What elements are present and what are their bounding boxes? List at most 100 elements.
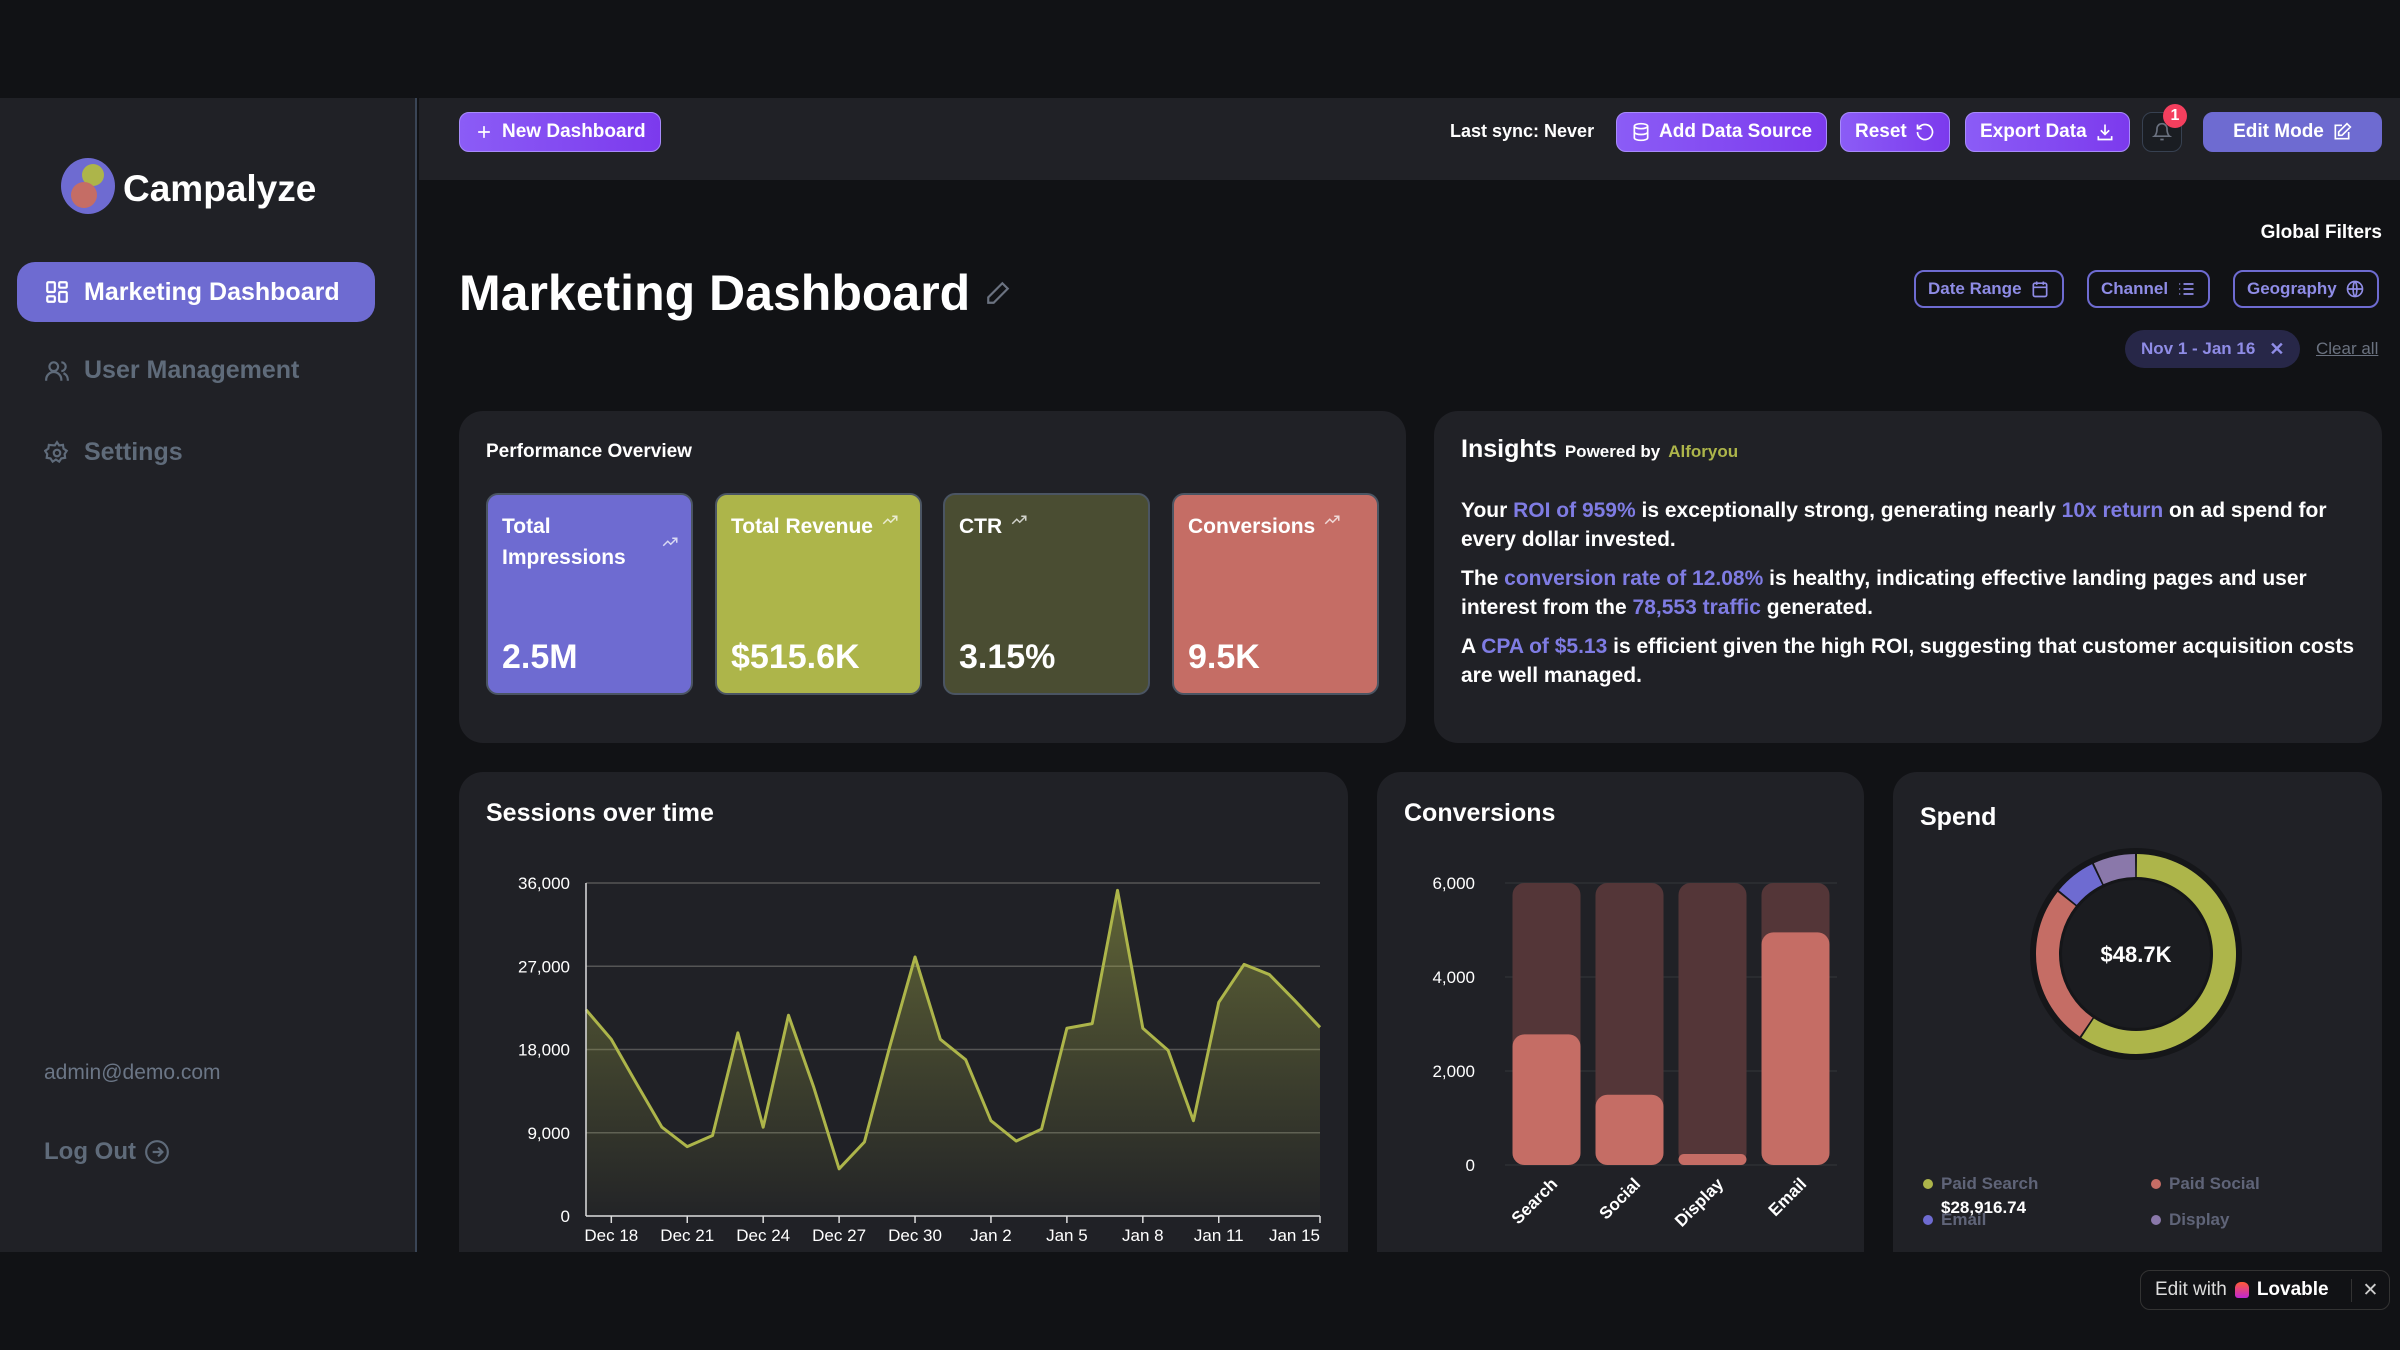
insight-text: is efficient given the high ROI, suggest… bbox=[1461, 635, 2355, 687]
edit-mode-label: Edit Mode bbox=[2233, 121, 2324, 142]
x-tick-label: Dec 24 bbox=[736, 1226, 790, 1245]
spend-chart-card: Spend $48.7K Paid Search $28,916.74 Paid … bbox=[1893, 772, 2382, 1292]
bar-social bbox=[1595, 1094, 1664, 1165]
user-email: admin@demo.com bbox=[44, 1061, 221, 1084]
grid-icon bbox=[46, 281, 68, 303]
y-tick-label: 36,000 bbox=[518, 874, 570, 893]
globe-icon bbox=[2346, 280, 2364, 298]
insight-highlight: conversion rate of 12.08% bbox=[1504, 567, 1764, 590]
badge-brand: Lovable bbox=[2256, 1279, 2329, 1300]
donut-slice-paid-search bbox=[2081, 854, 2236, 1054]
bar-background bbox=[1595, 883, 1664, 1165]
channel-label: Channel bbox=[2101, 279, 2169, 298]
reset-label: Reset bbox=[1855, 121, 1907, 142]
kpi-value: 2.5M bbox=[502, 638, 578, 676]
trend-up-icon bbox=[662, 537, 678, 547]
sessions-chart-title: Sessions over time bbox=[486, 799, 714, 827]
add-data-source-button[interactable]: Add Data Source bbox=[1616, 112, 1828, 152]
legend-item: Paid Search bbox=[1923, 1174, 2038, 1194]
channel-filter-button[interactable]: Channel bbox=[2087, 270, 2211, 308]
insight-text: is healthy, indicating effective landing… bbox=[1461, 567, 2307, 619]
reset-button[interactable]: Reset bbox=[1840, 112, 1950, 152]
app-name: Campalyze bbox=[123, 168, 317, 209]
legend-dot bbox=[1923, 1179, 1933, 1189]
y-tick-label: 6,000 bbox=[1432, 874, 1475, 893]
sessions-area bbox=[586, 890, 1320, 1216]
kpi-card[interactable]: Conversions 9.5K bbox=[1172, 493, 1379, 695]
clear-all-filters-link[interactable]: Clear all bbox=[2316, 339, 2379, 358]
list-icon bbox=[2179, 283, 2194, 295]
active-filter-chip: Nov 1 - Jan 16 ✕ bbox=[2125, 330, 2301, 368]
legend-dot bbox=[2151, 1179, 2161, 1189]
x-tick-label: Email bbox=[1765, 1174, 1811, 1220]
global-filters-heading: Global Filters bbox=[2260, 222, 2382, 243]
logo-icon bbox=[60, 158, 116, 214]
sidebar-item-label: Marketing Dashboard bbox=[84, 277, 340, 306]
geography-filter-button[interactable]: Geography bbox=[2233, 270, 2379, 308]
bottom-letterbox bbox=[0, 1252, 2400, 1350]
edit-mode-button[interactable]: Edit Mode bbox=[2203, 112, 2382, 152]
x-tick-label: Dec 30 bbox=[888, 1226, 942, 1245]
edit-title-pencil-icon[interactable] bbox=[985, 280, 1011, 306]
legend-dot bbox=[2151, 1215, 2161, 1225]
insight-text: on ad spend for every dollar invested. bbox=[1461, 499, 2327, 551]
kpi-value: $515.6K bbox=[731, 638, 860, 676]
trend-up-icon bbox=[1324, 515, 1340, 525]
y-tick-label: 4,000 bbox=[1432, 968, 1475, 987]
trend-up-icon bbox=[882, 515, 898, 525]
x-tick-label: Dec 27 bbox=[812, 1226, 866, 1245]
insight-text: is exceptionally strong, generating near… bbox=[1635, 499, 2062, 522]
x-tick-label: Jan 2 bbox=[970, 1226, 1012, 1245]
bar-email bbox=[1761, 932, 1830, 1165]
spend-chart-title: Spend bbox=[1920, 803, 1997, 831]
edit-with-lovable-badge[interactable]: Edit with Lovable ✕ bbox=[2140, 1270, 2390, 1310]
bar-background bbox=[1678, 883, 1747, 1165]
legend-label: Paid Social bbox=[2169, 1174, 2260, 1193]
y-tick-label: 0 bbox=[561, 1207, 570, 1226]
legend-label: Display bbox=[2169, 1210, 2230, 1229]
export-data-label: Export Data bbox=[1980, 121, 2087, 142]
date-range-label: Date Range bbox=[1928, 279, 2022, 298]
date-range-filter-button[interactable]: Date Range bbox=[1914, 270, 2064, 308]
reset-icon bbox=[1916, 123, 1934, 141]
donut-slice-email bbox=[2058, 864, 2103, 905]
insight-text: A bbox=[1461, 635, 1482, 658]
y-tick-label: 0 bbox=[1466, 1156, 1475, 1175]
y-tick-label: 9,000 bbox=[527, 1124, 570, 1143]
plus-icon bbox=[478, 126, 490, 138]
sessions-area-chart: 0 9,000 18,000 27,000 36,000 Dec 18 Dec 21 Dec … bbox=[518, 874, 1322, 1245]
kpi-card[interactable]: CTR 3.15% bbox=[943, 493, 1150, 695]
kpi-label: Conversions bbox=[1188, 515, 1316, 538]
edit-icon bbox=[2334, 122, 2352, 140]
geography-label: Geography bbox=[2247, 279, 2337, 298]
insights-title: Insights bbox=[1461, 435, 1557, 463]
kpi-value: 9.5K bbox=[1188, 638, 1260, 676]
insight-highlight: ROI of 959% bbox=[1513, 499, 1636, 522]
insight-text: The bbox=[1461, 567, 1505, 590]
new-dashboard-button[interactable]: New Dashboard bbox=[459, 112, 661, 152]
legend-item: Display bbox=[2151, 1210, 2229, 1230]
sessions-line bbox=[584, 888, 1322, 1171]
legend-label: Paid Search bbox=[1941, 1174, 2039, 1193]
lovable-heart-icon bbox=[2234, 1282, 2249, 1298]
y-tick-label: 2,000 bbox=[1432, 1062, 1475, 1081]
remove-filter-close-icon[interactable]: ✕ bbox=[2269, 338, 2285, 359]
insight-cpa: A CPA of $5.13 is efficient given the hi… bbox=[1461, 632, 2360, 690]
conversions-bar-chart: 0 2,000 4,000 6,000 Search Social Display Email bbox=[1432, 874, 1837, 1231]
sidebar-item-label: Settings bbox=[84, 438, 183, 466]
sidebar-item-settings[interactable]: Settings bbox=[44, 438, 183, 467]
last-sync-status: Last sync: Never bbox=[1450, 121, 1595, 141]
kpi-card[interactable]: Total Revenue $515.6K bbox=[715, 493, 922, 695]
logout-button[interactable]: Log Out bbox=[44, 1138, 170, 1166]
kpi-card[interactable]: Total Impressions 2.5M bbox=[486, 493, 693, 695]
sidebar-item-user-management[interactable]: User Management bbox=[44, 356, 299, 385]
insight-text: Your bbox=[1461, 499, 1514, 522]
export-data-button[interactable]: Export Data bbox=[1965, 112, 2130, 152]
logout-label: Log Out bbox=[44, 1138, 136, 1165]
sidebar-item-marketing-dashboard[interactable]: Marketing Dashboard bbox=[17, 262, 375, 322]
calendar-icon bbox=[2032, 281, 2048, 298]
x-tick-label: Dec 21 bbox=[660, 1226, 714, 1245]
close-badge-icon[interactable]: ✕ bbox=[2351, 1278, 2389, 1302]
legend-label: Email bbox=[1941, 1210, 1987, 1229]
provider-name: Alforyou bbox=[1668, 442, 1739, 461]
